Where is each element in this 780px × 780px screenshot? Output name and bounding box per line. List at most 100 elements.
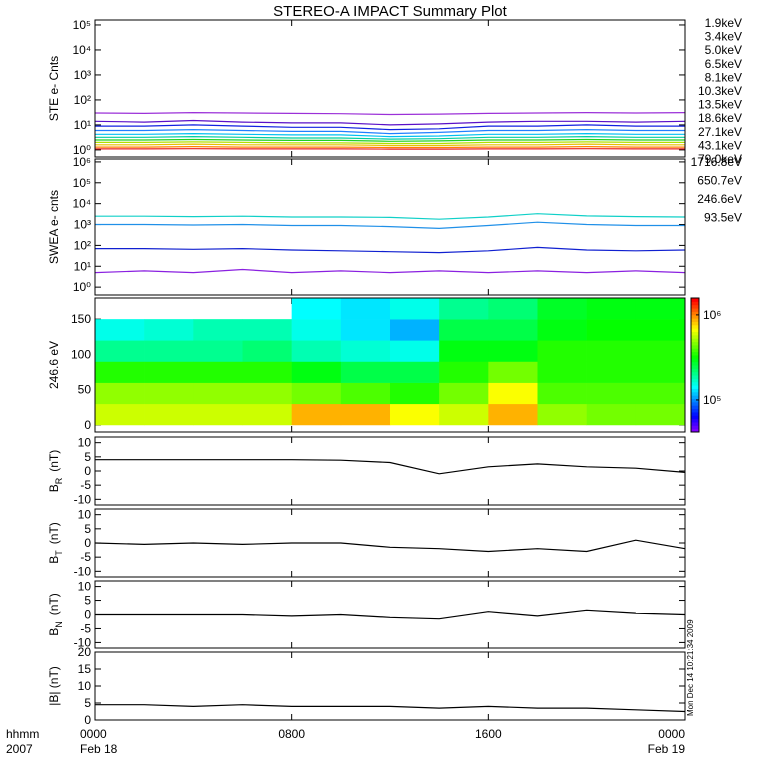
date-label: Feb 18: [80, 742, 118, 756]
data-line: [95, 145, 685, 149]
heat-cell: [340, 382, 391, 405]
data-line: [95, 128, 685, 135]
heat-cell: [439, 340, 489, 362]
colorbar-swatch: [691, 341, 699, 346]
heat-cell: [291, 361, 342, 383]
y-tick-label: 10: [78, 508, 92, 522]
y-tick-label: 10²: [74, 93, 91, 107]
timestamp: Mon Dec 14 10:21:34 2009: [686, 619, 695, 716]
y-axis-label: STE e- Cnts: [47, 56, 61, 121]
y-tick-label: -10: [74, 564, 92, 578]
colorbar-swatch: [691, 378, 699, 383]
y-tick-label: 10²: [74, 238, 91, 252]
data-line: [95, 135, 685, 140]
legend-entry: 43.1keV: [698, 138, 742, 152]
data-line: [95, 459, 686, 475]
colorbar-tick-label: 10⁵: [703, 393, 721, 407]
y-tick-label: 20: [78, 645, 92, 659]
heat-cell: [635, 382, 686, 405]
y-tick-label: 5: [84, 696, 91, 710]
colorbar-swatch: [691, 298, 699, 302]
colorbar-swatch: [691, 328, 699, 332]
colorbar-swatch: [691, 368, 699, 373]
y-label-main: 246.6 eV: [47, 341, 61, 389]
heat-cell: [537, 382, 587, 405]
y-tick-label: 0: [84, 418, 91, 432]
heat-cell: [144, 403, 194, 426]
data-line: [95, 246, 686, 254]
data-line: [95, 609, 686, 620]
y-tick-label: 10⁴: [72, 197, 91, 211]
y-axis-label: BR (nT): [47, 450, 64, 493]
heat-cell: [95, 361, 145, 383]
y-tick-label: 0: [84, 464, 91, 478]
legend-entry: 93.5eV: [704, 211, 742, 225]
heat-cell: [586, 403, 637, 426]
data-line: [95, 132, 685, 138]
data-line: [95, 213, 686, 220]
heat-cell: [537, 340, 587, 362]
colorbar-swatch: [691, 408, 699, 413]
colorbar-swatch: [691, 415, 699, 420]
colorbar-swatch: [691, 301, 699, 306]
heat-cell: [439, 403, 489, 426]
y-tick-label: 10⁰: [73, 280, 91, 294]
data-line: [95, 141, 685, 145]
colorbar-swatch: [691, 304, 699, 309]
y-tick-label: -5: [80, 478, 91, 492]
heat-cell: [586, 319, 637, 341]
heat-cell: [95, 403, 145, 426]
y-tick-label: -10: [74, 492, 92, 506]
colorbar-swatch: [691, 428, 699, 433]
colorbar-swatch: [691, 318, 699, 322]
colorbar-swatch: [691, 405, 699, 410]
colorbar-swatch: [691, 381, 699, 386]
y-label-main: |B| (nT): [47, 666, 61, 706]
colorbar-swatch: [691, 331, 699, 336]
y-tick-label: 10¹: [74, 259, 91, 273]
heat-cell: [586, 382, 637, 405]
heat-cell: [390, 382, 440, 405]
heat-cell: [340, 403, 391, 426]
heat-cell: [291, 403, 342, 426]
heat-cell: [95, 340, 145, 362]
x-unit-label: hhmm: [6, 727, 39, 741]
heat-cell: [390, 298, 440, 320]
legend-entry: 10.3keV: [698, 84, 742, 98]
heat-cell: [144, 319, 194, 341]
heat-cell: [439, 319, 489, 341]
colorbar-frame: [690, 297, 700, 433]
y-tick-label: 10⁵: [73, 18, 91, 32]
colorbar-swatch: [691, 338, 699, 343]
heat-cell: [488, 382, 538, 405]
panel-frame: [94, 436, 686, 506]
panel-frame: [94, 508, 686, 578]
heat-cell: [95, 319, 145, 341]
colorbar-swatch: [691, 314, 699, 319]
legend-entry: 650.7eV: [697, 174, 742, 188]
y-tick-label: 10⁵: [73, 176, 91, 190]
colorbar-swatch: [691, 391, 699, 396]
heat-cell: [586, 298, 637, 320]
y-label-main: STE e- Cnts: [47, 56, 61, 121]
x-tick-label: 0800: [278, 727, 305, 741]
legend-entry: 3.4keV: [705, 30, 742, 44]
heat-cell: [635, 298, 686, 320]
y-tick-label: 10⁰: [73, 143, 91, 157]
y-axis-label: BT (nT): [47, 522, 64, 564]
y-tick-label: 5: [84, 594, 91, 608]
heat-cell: [242, 361, 292, 383]
heat-cell: [439, 298, 489, 320]
colorbar-swatch: [691, 398, 699, 403]
heat-cell: [193, 361, 243, 383]
legend-entry: 79.0keV: [698, 152, 742, 166]
colorbar-swatch: [691, 411, 699, 416]
heat-cell: [439, 382, 489, 405]
colorbar-swatch: [691, 371, 699, 376]
colorbar-swatch: [691, 425, 699, 430]
y-tick-label: 10: [78, 436, 92, 450]
heat-cell: [242, 382, 292, 405]
heat-cell: [488, 319, 538, 341]
heat-cell: [586, 340, 637, 362]
colorbar-swatch: [691, 365, 699, 369]
